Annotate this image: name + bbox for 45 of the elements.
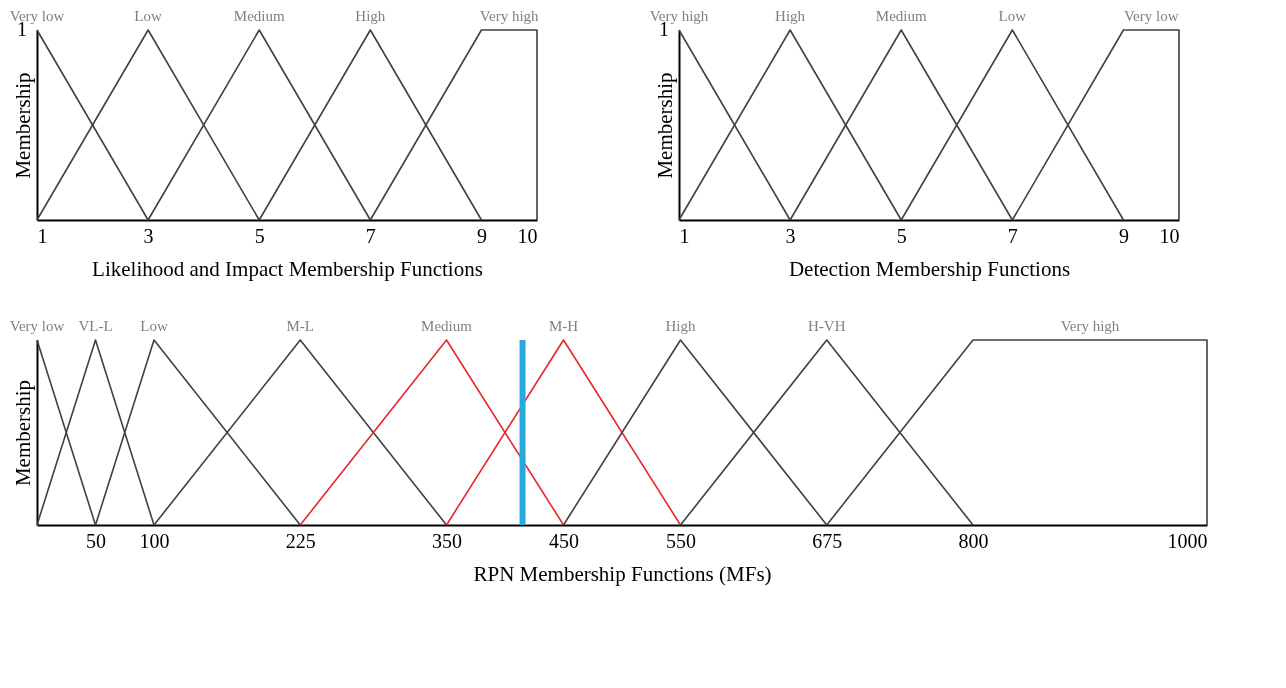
x-tick-label: 5	[254, 224, 265, 247]
y-axis-title: Membership	[10, 379, 35, 487]
series-label: H-VH	[808, 318, 846, 334]
series-label: Low	[140, 318, 168, 334]
x-tick-label: 100	[139, 529, 170, 552]
x-tick-label: 50	[86, 529, 106, 552]
series-label: Very high	[1060, 318, 1120, 334]
x-axis-title: RPN Membership Functions (MFs)	[473, 561, 772, 586]
y-axis-title: Membership	[10, 72, 35, 179]
series-label: Very high	[479, 8, 540, 24]
x-tick-label: 7	[1007, 224, 1018, 247]
x-tick-label: 225	[285, 529, 316, 552]
series-label: Very low	[9, 318, 65, 334]
series-label: Very low	[1123, 8, 1179, 24]
x-tick-label: 9	[476, 224, 487, 247]
series-label: M-H	[548, 318, 579, 334]
series-label: VL-L	[78, 318, 113, 334]
series-label: Very low	[9, 8, 65, 24]
x-tick-label: 550	[666, 529, 696, 552]
x-axis-title: Detection Membership Functions	[788, 256, 1071, 281]
x-tick-label: 9	[1118, 224, 1129, 247]
series-label: Medium	[233, 8, 285, 24]
series-label: Low	[134, 8, 163, 24]
series-label: High	[355, 8, 386, 24]
series-label: Medium	[421, 318, 473, 334]
x-tick-label: 7	[365, 224, 376, 247]
x-tick-label: 3	[143, 224, 154, 247]
y-axis-title: Membership	[652, 72, 677, 179]
series-label: High	[665, 318, 696, 334]
x-tick-label: 1	[679, 224, 690, 247]
series-label: Low	[998, 8, 1027, 24]
x-tick-label: 1	[37, 224, 48, 247]
x-tick-label: 800	[958, 529, 989, 552]
x-axis-title: Likelihood and Impact Membership Functions	[92, 256, 483, 281]
x-tick-label: 10	[517, 224, 538, 247]
x-tick-label: 10	[1159, 224, 1180, 247]
series-label: High	[775, 8, 806, 24]
series-label: M-L	[286, 318, 314, 334]
x-tick-label: 350	[432, 529, 462, 552]
x-tick-label: 450	[549, 529, 579, 552]
x-tick-label: 3	[785, 224, 796, 247]
x-tick-label: 5	[896, 224, 907, 247]
x-tick-label: 1000	[1167, 529, 1208, 552]
series-label: Medium	[875, 8, 927, 24]
x-tick-label: 675	[812, 529, 843, 552]
